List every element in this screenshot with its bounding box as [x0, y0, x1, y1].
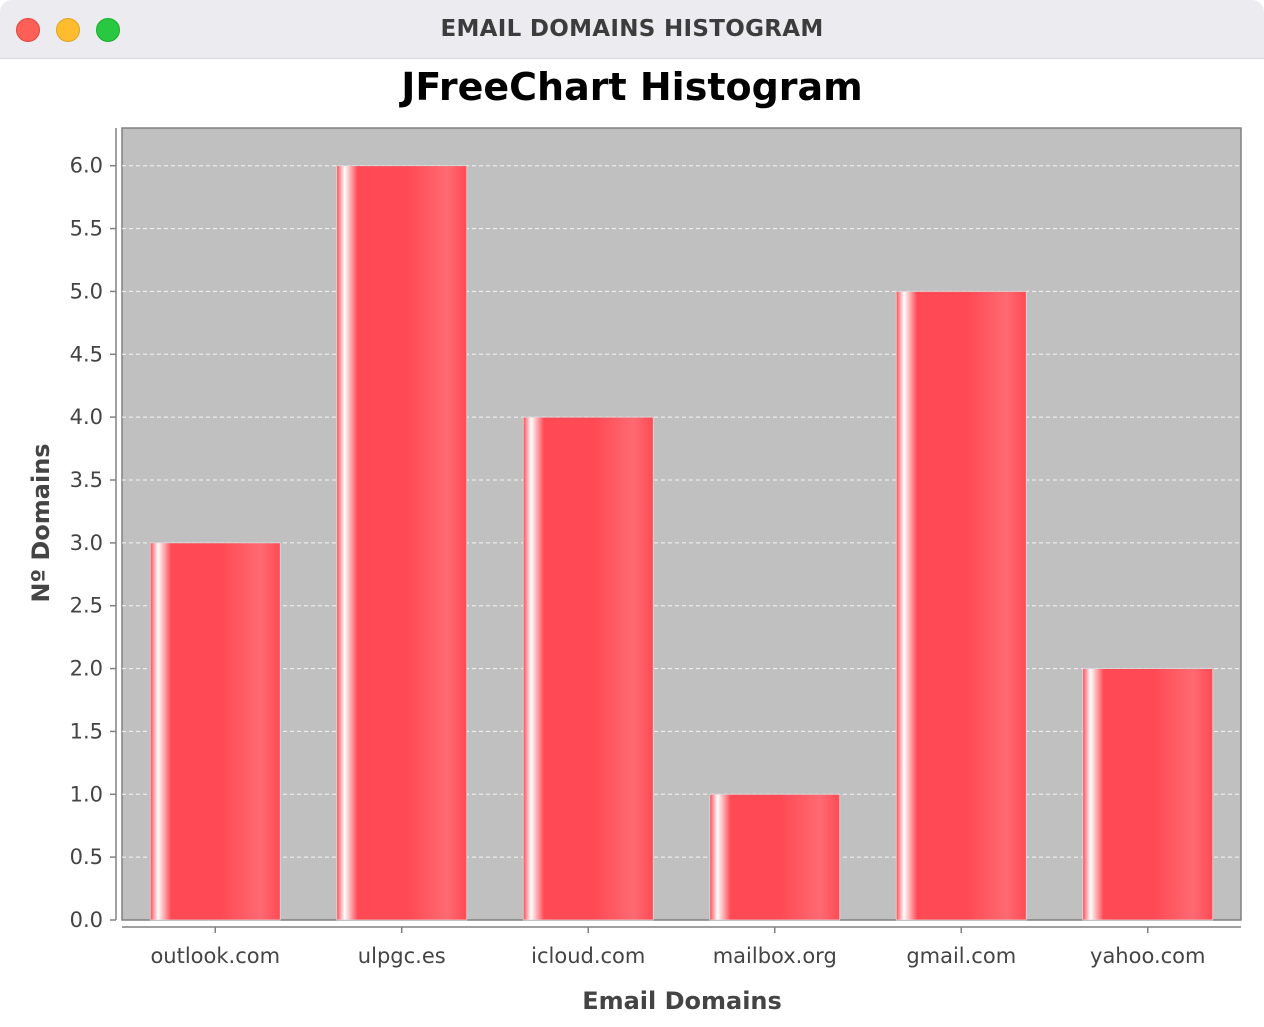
title-bar: EMAIL DOMAINS HISTOGRAM	[0, 0, 1264, 59]
x-tick-label: icloud.com	[531, 944, 645, 968]
bar	[1082, 668, 1214, 921]
window-title: EMAIL DOMAINS HISTOGRAM	[440, 16, 824, 42]
x-tick-label: gmail.com	[906, 944, 1016, 968]
y-tick-label: 3.0	[70, 531, 103, 555]
y-tick-label: 5.0	[70, 279, 103, 303]
y-axis-label: Nº Domains	[27, 443, 55, 602]
y-tick-label: 2.0	[70, 657, 103, 681]
y-tick-label: 3.5	[70, 468, 103, 492]
y-tick-label: 0.0	[70, 908, 103, 932]
bar	[149, 542, 281, 921]
x-tick-label: mailbox.org	[713, 944, 837, 968]
chart-title: JFreeChart Histogram	[398, 65, 863, 109]
y-tick-label: 0.5	[70, 845, 103, 869]
y-tick-label: 6.0	[70, 154, 103, 178]
y-tick-label: 2.5	[70, 594, 103, 618]
y-tick-label: 1.5	[70, 719, 103, 743]
y-tick-label: 4.5	[70, 342, 103, 366]
plot-area	[121, 127, 1242, 921]
y-tick-label: 4.0	[70, 405, 103, 429]
bar	[336, 165, 468, 921]
minimize-window-button[interactable]	[56, 18, 80, 42]
x-tick-label: ulpgc.es	[358, 944, 446, 968]
bar	[522, 416, 654, 921]
y-tick-label: 5.5	[70, 217, 103, 241]
bar	[895, 291, 1027, 921]
close-window-button[interactable]	[16, 18, 40, 42]
maximize-window-button[interactable]	[96, 18, 120, 42]
x-tick-label: yahoo.com	[1090, 944, 1205, 968]
bar	[709, 793, 841, 921]
y-tick-label: 1.0	[70, 782, 103, 806]
x-tick-label: outlook.com	[150, 944, 280, 968]
x-axis-label: Email Domains	[582, 987, 782, 1015]
